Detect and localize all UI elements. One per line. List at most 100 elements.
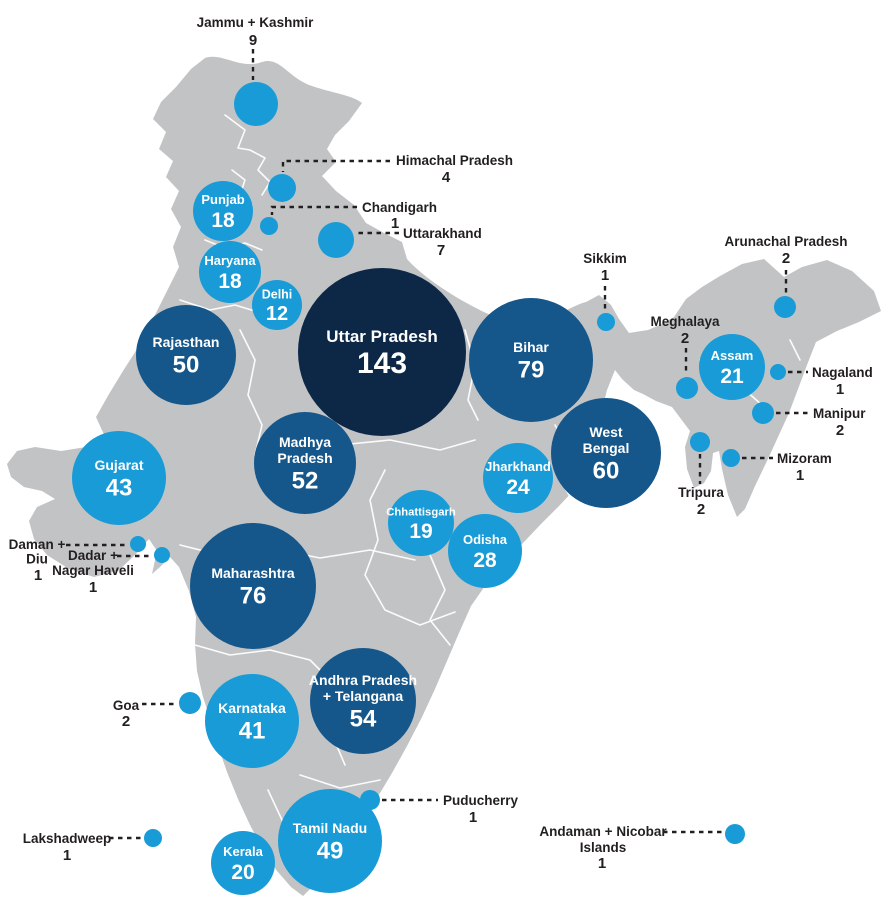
bubble-rajasthan[interactable] xyxy=(136,305,236,405)
bubble-value-maharashtra: 76 xyxy=(240,582,267,609)
bubble-gujarat[interactable] xyxy=(72,431,166,525)
label-jammu-kashmir: Jammu + Kashmir xyxy=(197,15,314,30)
bubble-jharkhand[interactable] xyxy=(483,443,553,513)
label-puducherry: Puducherry xyxy=(443,793,519,808)
bubble-label-chhattisgarh: Chhattisgarh xyxy=(386,506,456,518)
value-manipur: 2 xyxy=(836,422,844,439)
value-uttarakhand: 7 xyxy=(437,242,445,259)
bubble-value-uttar-pradesh: 143 xyxy=(357,347,407,380)
bubble-label-punjab: Punjab xyxy=(201,192,244,207)
label-mizoram: Mizoram xyxy=(777,451,832,466)
bubble-kerala[interactable] xyxy=(211,831,275,895)
label-sikkim: Sikkim xyxy=(583,251,627,266)
bubble-maharashtra[interactable] xyxy=(190,523,316,649)
bubble-assam[interactable] xyxy=(699,334,765,400)
bubble-value-haryana: 18 xyxy=(218,270,242,293)
label-andaman-nicobar-islands: Islands xyxy=(580,840,627,855)
value-nagaland: 1 xyxy=(836,381,844,398)
bubble-value-andhra-pradesh-telangana: 54 xyxy=(350,705,377,732)
bubble-label-madhya-pradesh: Madhya xyxy=(279,434,331,450)
bubble-andaman-nicobar-islands[interactable] xyxy=(725,824,745,844)
value-mizoram: 1 xyxy=(796,467,804,484)
bubble-label-delhi: Delhi xyxy=(262,287,293,301)
bubble-daman-diu[interactable] xyxy=(130,536,146,552)
bubble-punjab[interactable] xyxy=(193,181,253,241)
value-puducherry: 1 xyxy=(469,809,477,826)
value-meghalaya: 2 xyxy=(681,330,689,347)
bubble-value-punjab: 18 xyxy=(211,209,235,232)
bubble-chhattisgarh[interactable] xyxy=(388,490,454,556)
bubble-madhya-pradesh[interactable] xyxy=(254,412,356,514)
value-daman-diu: 1 xyxy=(34,567,42,584)
bubble-mizoram[interactable] xyxy=(722,449,740,467)
label-dadar-nagar-haveli: Nagar Haveli xyxy=(52,563,134,578)
value-tripura: 2 xyxy=(697,501,705,518)
bubble-value-chhattisgarh: 19 xyxy=(409,520,432,543)
bubble-haryana[interactable] xyxy=(199,241,261,303)
bubble-dadar-nagar-haveli[interactable] xyxy=(154,547,170,563)
bubble-value-kerala: 20 xyxy=(231,861,254,884)
bubble-tripura[interactable] xyxy=(690,432,710,452)
bubble-west-bengal[interactable] xyxy=(551,398,661,508)
bubble-bihar[interactable] xyxy=(469,298,593,422)
value-sikkim: 1 xyxy=(601,267,609,284)
label-dadar-nagar-haveli: Dadar + xyxy=(68,548,118,563)
bubble-value-gujarat: 43 xyxy=(106,474,133,501)
bubble-value-rajasthan: 50 xyxy=(173,351,200,378)
bubble-label-bihar: Bihar xyxy=(513,339,549,355)
label-chandigarh: Chandigarh xyxy=(362,200,437,215)
label-himachal-pradesh: Himachal Pradesh xyxy=(396,153,513,168)
bubble-value-jharkhand: 24 xyxy=(506,476,530,499)
bubble-label-kerala: Kerala xyxy=(223,844,264,859)
label-andaman-nicobar-islands: Andaman + Nicobar xyxy=(539,824,667,839)
label-meghalaya: Meghalaya xyxy=(650,314,720,329)
bubble-andhra-pradesh-telangana[interactable] xyxy=(310,648,416,754)
label-daman-diu: Daman + xyxy=(9,537,66,552)
label-tripura: Tripura xyxy=(678,485,724,500)
bubble-label-tamil-nadu: Tamil Nadu xyxy=(293,820,367,836)
bubble-tamil-nadu[interactable] xyxy=(278,789,382,893)
label-daman-diu: Diu xyxy=(26,552,48,567)
bubble-label-uttar-pradesh: Uttar Pradesh xyxy=(326,327,437,346)
bubble-lakshadweep[interactable] xyxy=(144,829,162,847)
bubble-manipur[interactable] xyxy=(752,402,774,424)
bubble-meghalaya[interactable] xyxy=(676,377,698,399)
bubble-arunachal-pradesh[interactable] xyxy=(774,296,796,318)
bubble-value-delhi: 12 xyxy=(266,303,288,325)
label-manipur: Manipur xyxy=(813,406,866,421)
bubble-jammu-kashmir[interactable] xyxy=(234,82,278,126)
bubble-uttarakhand[interactable] xyxy=(318,222,354,258)
bubble-sikkim[interactable] xyxy=(597,313,615,331)
bubble-label-odisha: Odisha xyxy=(463,532,508,547)
bubble-label-haryana: Haryana xyxy=(204,253,256,268)
value-chandigarh: 1 xyxy=(391,215,399,232)
bubble-odisha[interactable] xyxy=(448,514,522,588)
bubble-value-west-bengal: 60 xyxy=(593,457,620,484)
bubble-label-west-bengal: West xyxy=(589,424,623,440)
bubble-label-gujarat: Gujarat xyxy=(94,457,143,473)
bubble-label-assam: Assam xyxy=(711,348,754,363)
value-himachal-pradesh: 4 xyxy=(442,169,451,186)
leader-chandigarh xyxy=(270,205,357,215)
bubble-karnataka[interactable] xyxy=(205,674,299,768)
bubble-himachal-pradesh[interactable] xyxy=(268,174,296,202)
bubble-nagaland[interactable] xyxy=(770,364,786,380)
value-andaman-nicobar-islands: 1 xyxy=(598,855,606,872)
bubble-label-andhra-pradesh-telangana: + Telangana xyxy=(323,688,403,704)
bubble-label-maharashtra: Maharashtra xyxy=(211,565,294,581)
bubble-value-madhya-pradesh: 52 xyxy=(292,467,319,494)
bubble-puducherry[interactable] xyxy=(360,790,380,810)
bubble-uttar-pradesh[interactable] xyxy=(298,268,466,436)
value-lakshadweep: 1 xyxy=(63,847,71,864)
bubble-delhi[interactable] xyxy=(252,280,302,330)
label-lakshadweep: Lakshadweep xyxy=(23,831,112,846)
value-arunachal-pradesh: 2 xyxy=(782,250,790,267)
label-uttarakhand: Uttarakhand xyxy=(403,226,482,241)
bubble-value-assam: 21 xyxy=(720,365,744,388)
bubble-chandigarh[interactable] xyxy=(260,217,278,235)
bubble-value-bihar: 79 xyxy=(518,356,545,383)
value-goa: 2 xyxy=(122,713,130,730)
bubble-goa[interactable] xyxy=(179,692,201,714)
bubble-label-madhya-pradesh: Pradesh xyxy=(277,450,332,466)
